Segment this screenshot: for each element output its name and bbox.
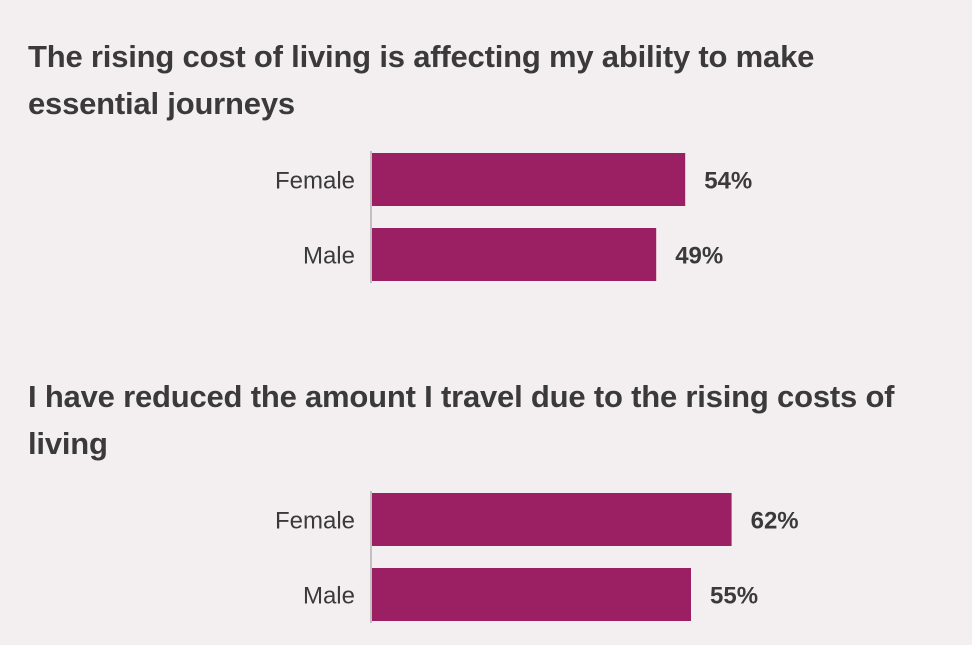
bar-female — [372, 153, 686, 206]
data-label-female: 62% — [751, 508, 799, 535]
data-label-male: 49% — [675, 243, 723, 270]
chart-title: I have reduced the amount I travel due t… — [28, 379, 895, 461]
data-label-female: 54% — [704, 168, 752, 195]
bar-male — [372, 568, 691, 621]
category-label-female: Female — [275, 508, 355, 535]
chart-title: The rising cost of living is affecting m… — [28, 39, 815, 121]
category-label-female: Female — [275, 168, 355, 195]
bar-male — [372, 228, 657, 281]
category-label-male: Male — [303, 243, 355, 270]
category-label-male: Male — [303, 583, 355, 610]
bar-female — [372, 493, 732, 546]
bar-chart-journeys: Female 54% Male 49% — [275, 151, 752, 283]
data-label-male: 55% — [710, 583, 758, 610]
bar-chart-reduced-travel: Female 62% Male 55% — [275, 491, 799, 623]
